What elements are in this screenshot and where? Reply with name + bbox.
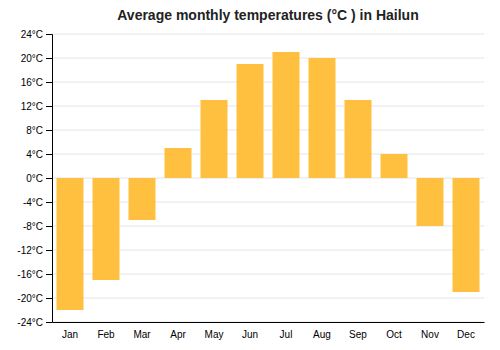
- y-tick-label: 4°C: [26, 149, 43, 160]
- y-tick-mark: [46, 34, 52, 35]
- y-tick-mark: [46, 82, 52, 83]
- bar: [237, 64, 264, 178]
- grid-line: [52, 130, 484, 131]
- grid-line: [52, 82, 484, 83]
- y-tick: 8°C: [26, 125, 52, 136]
- y-tick: -16°C: [17, 269, 52, 280]
- x-tick-label: Sep: [349, 329, 367, 340]
- bar: [417, 178, 444, 226]
- x-tick: May: [205, 329, 224, 340]
- bar: [165, 148, 192, 178]
- chart: -24°C -20°C -16°C -12°C -8°C -4°C 0°C 4°C 8°C 12°…: [0, 0, 500, 350]
- x-tick-label: Dec: [457, 329, 475, 340]
- x-tick-label: Jun: [242, 329, 258, 340]
- x-tick: Jul: [280, 329, 293, 340]
- y-tick-mark: [46, 298, 52, 299]
- grid-line: [52, 154, 484, 155]
- plot: -24°C -20°C -16°C -12°C -8°C -4°C 0°C 4°C 8°C 12°…: [17, 29, 484, 340]
- y-axis-line: [46, 35, 53, 323]
- y-tick-mark: [46, 202, 52, 203]
- y-tick-mark: [46, 274, 52, 275]
- x-tick: Jan: [62, 329, 78, 340]
- x-tick-label: Nov: [421, 329, 439, 340]
- y-tick-label: -4°C: [23, 197, 43, 208]
- x-tick: Oct: [386, 329, 402, 340]
- y-tick-mark: [46, 250, 52, 251]
- title: Average monthly temperatures (°C ) in Ha…: [117, 7, 418, 23]
- y-axis: -24°C -20°C -16°C -12°C -8°C -4°C 0°C 4°C 8°C 12°…: [17, 29, 52, 328]
- x-tick-label: Aug: [313, 329, 331, 340]
- y-tick-mark: [46, 58, 52, 59]
- y-tick-label: 0°C: [26, 173, 43, 184]
- x-tick-label: Jul: [280, 329, 293, 340]
- x-tick-label: Feb: [97, 329, 115, 340]
- bar: [93, 178, 120, 280]
- grid-line: [52, 298, 484, 299]
- bar: [273, 52, 300, 178]
- y-tick: 24°C: [21, 29, 52, 40]
- y-tick-label: -24°C: [17, 317, 43, 328]
- y-tick-label: -16°C: [17, 269, 43, 280]
- y-tick: -8°C: [23, 221, 52, 232]
- x-tick: Dec: [457, 329, 475, 340]
- y-tick: 12°C: [21, 101, 52, 112]
- y-tick: 20°C: [21, 53, 52, 64]
- grid-line: [52, 322, 484, 323]
- y-tick: 16°C: [21, 77, 52, 88]
- y-tick-label: 8°C: [26, 125, 43, 136]
- y-tick-label: -20°C: [17, 293, 43, 304]
- y-tick-mark: [46, 130, 52, 131]
- y-tick-label: -8°C: [23, 221, 43, 232]
- x-tick: Sep: [349, 329, 367, 340]
- grid: [52, 34, 484, 322]
- grid-line: [52, 58, 484, 59]
- y-tick-label: 20°C: [21, 53, 43, 64]
- x-tick: Apr: [170, 329, 186, 340]
- bar: [129, 178, 156, 220]
- bar: [57, 178, 84, 310]
- bar: [381, 154, 408, 178]
- x-tick: Jun: [242, 329, 258, 340]
- y-tick-label: 24°C: [21, 29, 43, 40]
- x-axis-line: [53, 322, 485, 323]
- y-tick: -4°C: [23, 197, 52, 208]
- x-tick: Mar: [133, 329, 151, 340]
- bars: [57, 52, 480, 310]
- x-tick: Feb: [97, 329, 115, 340]
- y-tick: -20°C: [17, 293, 52, 304]
- x-tick-label: Mar: [133, 329, 151, 340]
- y-tick: -12°C: [17, 245, 52, 256]
- y-tick-label: -12°C: [17, 245, 43, 256]
- x-tick: Nov: [421, 329, 439, 340]
- y-tick-label: 16°C: [21, 77, 43, 88]
- grid-line: [52, 34, 484, 35]
- y-tick-label: 12°C: [21, 101, 43, 112]
- y-tick: 0°C: [26, 173, 52, 184]
- y-tick-mark: [46, 154, 52, 155]
- x-tick-label: May: [205, 329, 224, 340]
- y-tick-mark: [46, 178, 52, 179]
- x-tick: Aug: [313, 329, 331, 340]
- y-tick-mark: [46, 106, 52, 107]
- bar: [309, 58, 336, 178]
- x-tick-label: Oct: [386, 329, 402, 340]
- x-tick-label: Jan: [62, 329, 78, 340]
- grid-line: [52, 106, 484, 107]
- x-axis: Jan Feb Mar Apr May Jun Jul Aug Sep Oct Nov Dec: [53, 323, 485, 341]
- y-tick-mark: [46, 322, 52, 323]
- y-tick-mark: [46, 226, 52, 227]
- y-tick: 4°C: [26, 149, 52, 160]
- bar: [201, 100, 228, 178]
- bar: [345, 100, 372, 178]
- y-tick: -24°C: [17, 317, 52, 328]
- bar: [453, 178, 480, 292]
- x-tick-label: Apr: [170, 329, 186, 340]
